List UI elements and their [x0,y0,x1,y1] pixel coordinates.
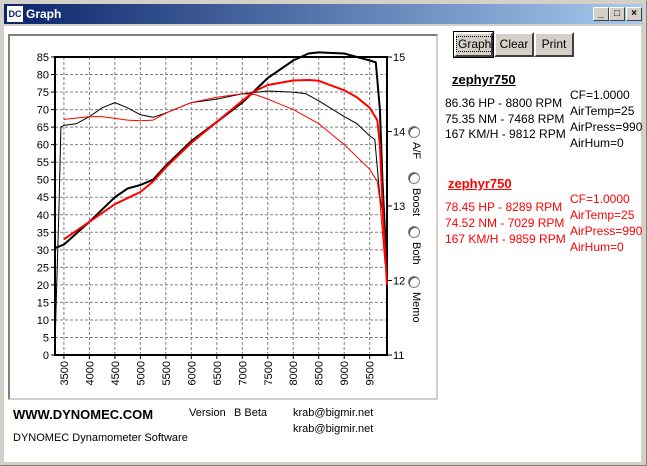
x-tick-label: 5500 [161,361,173,385]
y-tick-label: 65 [37,122,49,134]
chart-panel: 0 5 10 15 20 25 30 35 40 45 50 55 60 65 70 75 80 85 3500 40… [8,34,438,400]
run1-airtemp: AirTemp=25 [570,104,635,118]
close-button[interactable]: × [626,7,642,21]
plot-frame [54,56,388,356]
y-tick-label: 10 [37,315,49,327]
y-tick-label: 30 [37,245,49,257]
run1-airhum: AirHum=0 [570,136,624,150]
y-tick-label: 60 [37,140,49,152]
radio-label-both: Both [410,242,422,265]
app-logo-icon: DC [7,6,23,22]
email-2[interactable]: krab@bigmir.net [293,423,374,435]
run1-cf: CF=1.0000 [570,88,630,102]
version-label: Version [189,407,226,419]
product-name: DYNOMEC Dynamometer Software [13,432,188,444]
run2-name: zephyr750 [448,176,512,191]
x-tick-label: 4000 [84,361,96,385]
run2-hp: 78.45 HP - 8289 RPM [445,200,563,214]
website-link[interactable]: WWW.DYNOMEC.COM [13,407,154,422]
run2-airpress: AirPress=990 [570,224,643,238]
title-bar: DC Graph _ □ × [4,4,643,24]
graph-button[interactable]: Graph [453,31,494,58]
y-tick-label: 75 [37,87,49,99]
graph-button-label: Graph [456,36,494,52]
y-tick-label: 20 [37,280,49,292]
run2-airhum: AirHum=0 [570,240,624,254]
run1-kmh: 167 KM/H - 9812 RPM [445,127,566,141]
x-tick-label: 5000 [135,361,147,385]
y-tick-label: 70 [37,105,49,117]
y-tick-label: 85 [37,52,49,64]
radio-both[interactable] [408,226,420,238]
run2-nm: 74.52 NM - 7029 RPM [445,216,565,230]
minimize-button[interactable]: _ [593,7,609,21]
x-tick-label: 7000 [237,361,249,385]
series-torque-run-1 [54,90,386,338]
version-value: B Beta [234,407,268,419]
y2-tick-label: 14 [393,127,405,139]
run2-kmh: 167 KM/H - 9859 RPM [445,232,566,246]
run1-name: zephyr750 [452,72,516,87]
clear-button[interactable]: Clear [494,32,534,57]
x-tick-label: 8000 [288,361,300,385]
x-tick-label: 6000 [186,361,198,385]
y-tick-label: 15 [37,297,49,309]
print-button[interactable]: Print [534,32,574,57]
run2-airtemp: AirTemp=25 [570,208,635,222]
x-tick-label: 6500 [212,361,224,385]
run1-hp: 86.36 HP - 8800 RPM [445,96,563,110]
y-tick-label: 0 [43,350,49,362]
series-torque-run-2 [63,93,386,264]
y2-tick-label: 12 [393,276,405,288]
email-1[interactable]: krab@bigmir.net [293,407,374,419]
y2-tick-label: 11 [393,350,404,362]
series-hp-run-2 [63,79,388,285]
run1-airpress: AirPress=990 [570,120,643,134]
radio-memo[interactable] [408,276,420,288]
y-tick-label: 35 [37,227,49,239]
radio-boost[interactable] [408,172,420,184]
y-tick-label: 5 [43,332,49,344]
maximize-button[interactable]: □ [609,7,625,21]
radio-af[interactable] [408,126,420,138]
y-tick-label: 45 [37,192,49,204]
y2-tick-label: 15 [393,52,405,64]
x-tick-label: 9500 [365,361,377,385]
x-tick-label: 3500 [59,361,71,385]
y-tick-label: 50 [37,175,49,187]
x-tick-label: 4500 [110,361,122,385]
run1-nm: 75.35 NM - 7468 RPM [445,112,565,126]
radio-label-boost: Boost [410,188,422,217]
y-tick-label: 80 [37,70,49,82]
y-tick-label: 55 [37,157,49,169]
client-area: 0 5 10 15 20 25 30 35 40 45 50 55 60 65 70 75 80 85 3500 40… [4,26,643,462]
radio-label-af: A/F [410,142,422,160]
run2-cf: CF=1.0000 [570,192,630,206]
x-tick-label: 9000 [339,361,351,385]
radio-label-memo: Memo [410,292,422,323]
series-hp-run-1 [54,51,388,278]
y-tick-label: 25 [37,262,49,274]
y2-tick-label: 13 [393,201,405,213]
x-tick-label: 8500 [314,361,326,385]
window-title: Graph [26,7,62,21]
dyno-chart: 0 5 10 15 20 25 30 35 40 45 50 55 60 65 70 75 80 85 3500 40… [37,51,405,385]
y-tick-label: 40 [37,210,49,222]
x-tick-label: 7500 [263,361,275,385]
